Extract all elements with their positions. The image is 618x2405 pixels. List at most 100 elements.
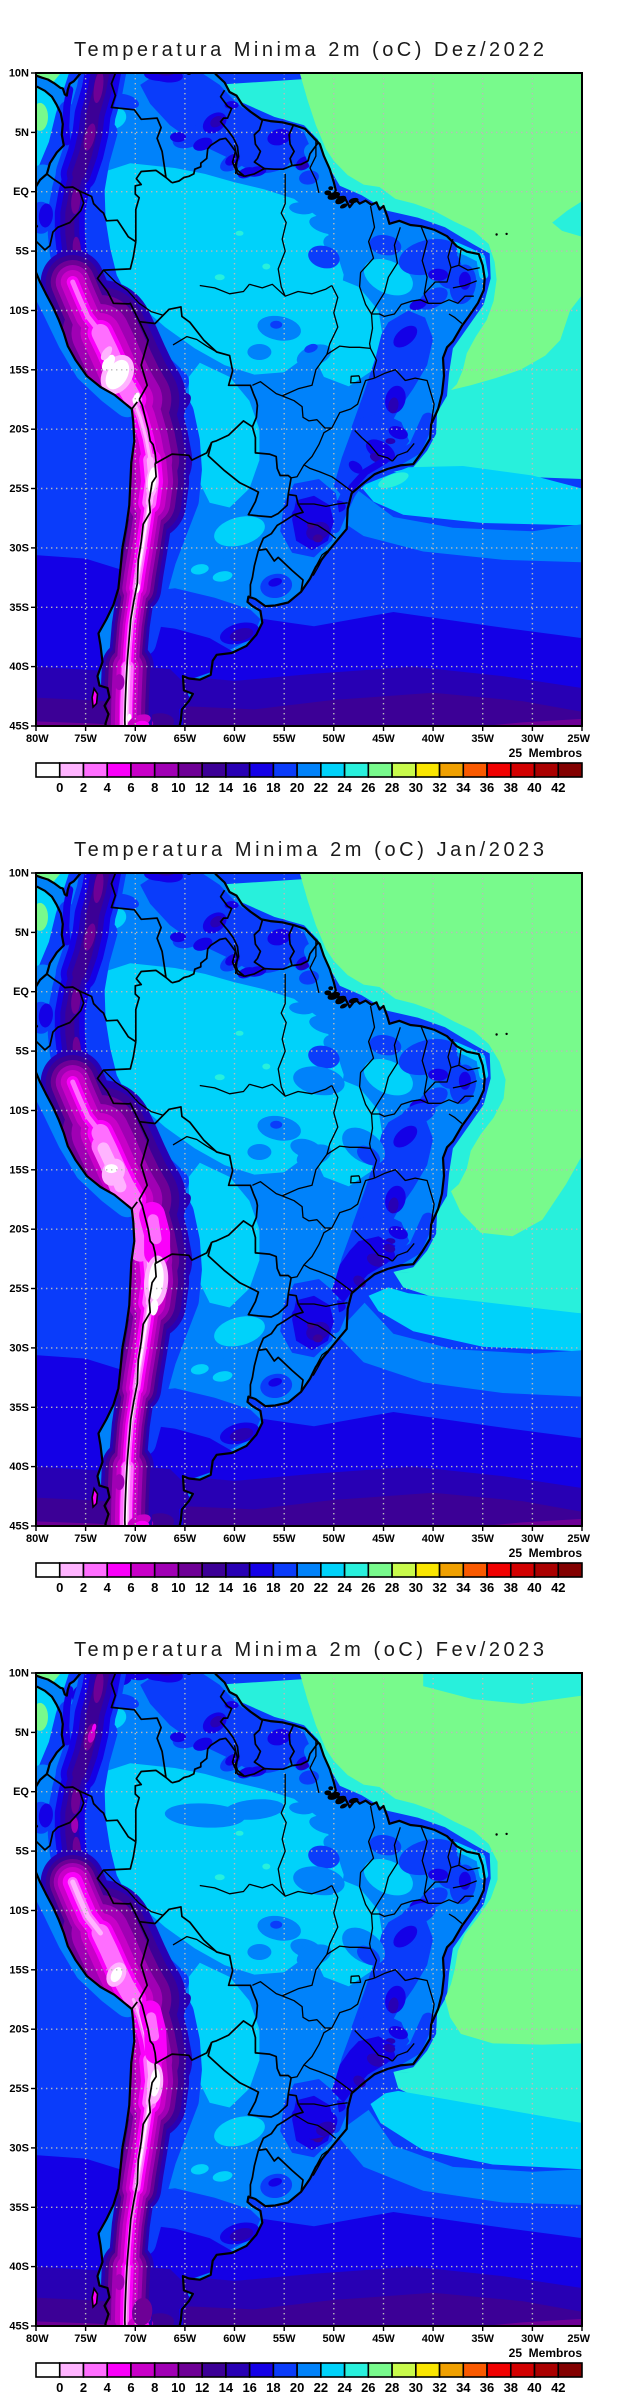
svg-text:65W: 65W — [174, 2333, 197, 2345]
svg-text:14: 14 — [219, 1580, 234, 1595]
svg-text:35W: 35W — [471, 2333, 494, 2345]
svg-text:30S: 30S — [9, 2142, 29, 2154]
svg-text:15S: 15S — [9, 1164, 29, 1176]
svg-text:25S: 25S — [9, 483, 29, 495]
svg-text:40S: 40S — [9, 661, 29, 673]
svg-text:5S: 5S — [16, 246, 29, 258]
svg-text:25 Membros: 25 Membros — [509, 746, 583, 760]
svg-text:2: 2 — [80, 780, 87, 795]
svg-text:10N: 10N — [9, 68, 29, 80]
svg-text:45S: 45S — [9, 1521, 29, 1533]
svg-text:42: 42 — [551, 1580, 565, 1595]
svg-text:36: 36 — [480, 780, 494, 795]
svg-text:25S: 25S — [9, 1283, 29, 1295]
svg-text:5N: 5N — [15, 127, 29, 139]
svg-text:55W: 55W — [273, 733, 296, 745]
svg-text:5N: 5N — [15, 927, 29, 939]
svg-text:24: 24 — [337, 780, 352, 795]
svg-text:75W: 75W — [74, 1533, 97, 1545]
svg-text:70W: 70W — [124, 2333, 147, 2345]
svg-text:2: 2 — [80, 2380, 87, 2395]
svg-text:28: 28 — [385, 780, 399, 795]
svg-text:0: 0 — [56, 780, 63, 795]
svg-text:42: 42 — [551, 2380, 565, 2395]
svg-text:10N: 10N — [9, 868, 29, 880]
svg-text:26: 26 — [361, 780, 375, 795]
svg-text:6: 6 — [127, 2380, 134, 2395]
svg-text:12: 12 — [195, 780, 209, 795]
svg-text:22: 22 — [314, 1580, 328, 1595]
svg-text:36: 36 — [480, 2380, 494, 2395]
svg-text:28: 28 — [385, 2380, 399, 2395]
svg-text:26: 26 — [361, 2380, 375, 2395]
svg-text:26: 26 — [361, 1580, 375, 1595]
svg-text:30: 30 — [409, 2380, 423, 2395]
svg-text:12: 12 — [195, 1580, 209, 1595]
svg-text:70W: 70W — [124, 733, 147, 745]
svg-text:10S: 10S — [9, 1905, 29, 1917]
svg-text:20: 20 — [290, 780, 304, 795]
svg-text:25W: 25W — [567, 2333, 590, 2345]
svg-text:16: 16 — [242, 1580, 256, 1595]
svg-text:35S: 35S — [9, 1402, 29, 1414]
svg-text:35S: 35S — [9, 602, 29, 614]
svg-text:30: 30 — [409, 780, 423, 795]
svg-text:75W: 75W — [74, 733, 97, 745]
svg-text:30W: 30W — [521, 2333, 544, 2345]
svg-text:15S: 15S — [9, 364, 29, 376]
svg-text:50W: 50W — [322, 733, 345, 745]
svg-text:80W: 80W — [26, 1533, 49, 1545]
svg-text:6: 6 — [127, 780, 134, 795]
svg-text:65W: 65W — [174, 1533, 197, 1545]
svg-text:30W: 30W — [521, 1533, 544, 1545]
svg-text:75W: 75W — [74, 2333, 97, 2345]
svg-text:0: 0 — [56, 2380, 63, 2395]
svg-text:25W: 25W — [567, 733, 590, 745]
svg-text:22: 22 — [314, 2380, 328, 2395]
svg-text:34: 34 — [456, 780, 471, 795]
svg-text:42: 42 — [551, 780, 565, 795]
svg-text:40W: 40W — [422, 733, 445, 745]
svg-text:30S: 30S — [9, 1342, 29, 1354]
svg-text:24: 24 — [337, 1580, 352, 1595]
svg-text:2: 2 — [80, 1580, 87, 1595]
svg-text:50W: 50W — [322, 1533, 345, 1545]
svg-text:38: 38 — [504, 780, 518, 795]
svg-text:55W: 55W — [273, 1533, 296, 1545]
svg-text:0: 0 — [56, 1580, 63, 1595]
svg-text:18: 18 — [266, 1580, 280, 1595]
svg-text:14: 14 — [219, 780, 234, 795]
svg-text:10N: 10N — [9, 1668, 29, 1680]
svg-text:4: 4 — [104, 2380, 112, 2395]
svg-text:24: 24 — [337, 2380, 352, 2395]
svg-text:35W: 35W — [471, 1533, 494, 1545]
svg-text:20S: 20S — [9, 424, 29, 436]
svg-text:70W: 70W — [124, 1533, 147, 1545]
svg-text:28: 28 — [385, 1580, 399, 1595]
svg-text:22: 22 — [314, 780, 328, 795]
svg-text:14: 14 — [219, 2380, 234, 2395]
svg-text:36: 36 — [480, 1580, 494, 1595]
svg-text:20S: 20S — [9, 2024, 29, 2036]
svg-text:50W: 50W — [322, 2333, 345, 2345]
svg-text:25W: 25W — [567, 1533, 590, 1545]
svg-text:Temperatura Minima 2m (oC) Jan: Temperatura Minima 2m (oC) Jan/2023 — [74, 839, 544, 861]
svg-text:EQ: EQ — [13, 186, 29, 198]
svg-text:40S: 40S — [9, 1461, 29, 1473]
svg-text:EQ: EQ — [13, 986, 29, 998]
svg-text:10: 10 — [171, 780, 185, 795]
svg-text:40: 40 — [527, 2380, 541, 2395]
svg-text:55W: 55W — [273, 2333, 296, 2345]
svg-text:40: 40 — [527, 1580, 541, 1595]
svg-text:10: 10 — [171, 1580, 185, 1595]
svg-text:80W: 80W — [26, 733, 49, 745]
svg-text:65W: 65W — [174, 733, 197, 745]
svg-text:6: 6 — [127, 1580, 134, 1595]
svg-text:60W: 60W — [223, 1533, 246, 1545]
svg-text:80W: 80W — [26, 2333, 49, 2345]
svg-text:32: 32 — [432, 1580, 446, 1595]
svg-text:34: 34 — [456, 1580, 471, 1595]
svg-text:20: 20 — [290, 1580, 304, 1595]
svg-text:32: 32 — [432, 780, 446, 795]
svg-text:40S: 40S — [9, 2261, 29, 2273]
